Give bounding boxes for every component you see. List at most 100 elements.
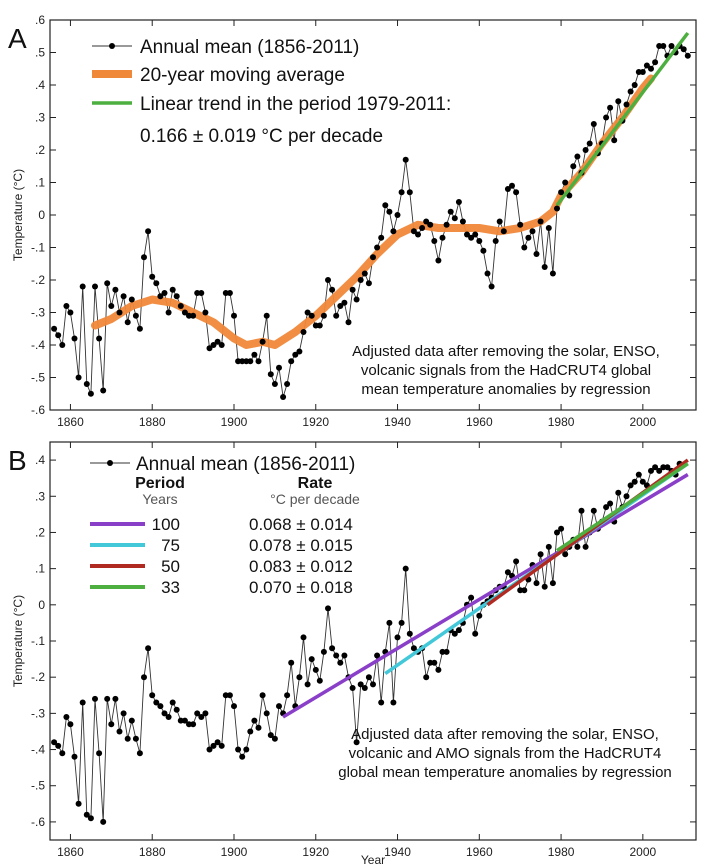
- x-tick-label: 1920: [302, 415, 329, 429]
- annual-mean-point: [660, 464, 667, 471]
- y-tick-label: .2: [35, 143, 45, 157]
- annual-mean-point: [459, 218, 466, 225]
- y-tick-label: .2: [35, 525, 45, 539]
- annual-mean-point: [427, 659, 434, 666]
- annual-mean-point: [652, 464, 659, 471]
- annual-mean-point: [157, 293, 164, 300]
- annual-mean-point: [484, 270, 491, 277]
- annual-mean-point: [79, 699, 86, 706]
- y-tick-label: -.3: [31, 706, 45, 720]
- annual-mean-point: [67, 721, 74, 728]
- annual-mean-point: [635, 471, 642, 478]
- y-tick-label: .1: [35, 562, 45, 576]
- annual-mean-point: [615, 98, 622, 105]
- annual-mean-point: [145, 645, 152, 652]
- annual-mean-point: [660, 43, 667, 49]
- annual-mean-point: [255, 358, 262, 365]
- annual-mean-point: [357, 277, 364, 283]
- annual-mean-point: [288, 659, 295, 666]
- legend-trend-rate: 0.166 ± 0.019 °C per decade: [140, 126, 383, 147]
- annual-mean-point: [284, 381, 291, 387]
- annual-mean-point: [263, 312, 270, 319]
- annual-mean-point: [623, 101, 630, 108]
- annual-mean-point: [570, 163, 577, 170]
- x-tick-label: 1880: [139, 845, 166, 859]
- annual-mean-point: [468, 594, 475, 601]
- x-tick-label: 2000: [629, 845, 656, 859]
- annual-mean-point: [488, 283, 495, 290]
- annual-mean-point: [218, 342, 225, 348]
- annual-mean-point: [513, 558, 520, 565]
- annual-mean-point: [116, 309, 123, 316]
- annual-mean-point: [136, 750, 143, 757]
- panel-letter: B: [8, 445, 27, 476]
- annual-mean-point: [333, 312, 340, 319]
- annual-mean-point: [141, 254, 147, 261]
- legend-row-rate: 0.078 ± 0.015: [249, 536, 353, 555]
- annual-mean-point: [304, 309, 311, 316]
- panel-letter: A: [8, 23, 27, 54]
- annual-mean-point: [631, 478, 638, 485]
- annual-mean-point: [668, 43, 675, 49]
- annual-mean-point: [202, 309, 209, 316]
- annual-mean-point: [370, 254, 376, 261]
- annual-mean-point: [427, 221, 434, 228]
- annual-mean-point: [365, 280, 372, 287]
- legend-trend-label: Linear trend in the period 1979-2011:: [140, 94, 451, 115]
- annual-mean-point: [545, 543, 552, 550]
- annual-mean-point: [247, 358, 254, 365]
- annual-mean-point: [96, 750, 103, 757]
- x-tick-label: 1940: [384, 415, 411, 429]
- annual-mean-point: [149, 692, 156, 699]
- annual-mean-point: [345, 319, 352, 326]
- annual-mean-point: [455, 627, 462, 634]
- annual-mean-point: [410, 228, 417, 235]
- x-tick-label: 1940: [384, 845, 411, 859]
- annual-mean-point: [353, 739, 360, 746]
- annual-mean-point: [75, 800, 82, 807]
- annual-mean-point: [390, 699, 397, 706]
- trend-line-100-years: [282, 473, 689, 719]
- annual-mean-point: [83, 811, 90, 818]
- annual-mean-point: [590, 121, 597, 127]
- annual-mean-point: [112, 286, 119, 293]
- legend-ma-label: 20-year moving average: [140, 65, 345, 86]
- annual-mean-point: [181, 309, 188, 316]
- y-tick-label: .5: [35, 46, 45, 60]
- annual-mean-point: [472, 231, 479, 238]
- annual-mean-point: [173, 293, 180, 300]
- annual-mean-point: [128, 296, 135, 303]
- annual-mean-point: [656, 43, 663, 49]
- x-tick-label: 1880: [139, 415, 166, 429]
- annual-mean-point: [549, 580, 556, 587]
- annual-mean-point: [504, 569, 511, 576]
- annual-mean-point: [537, 218, 544, 225]
- annual-mean-point: [149, 273, 156, 280]
- annual-mean-point: [214, 739, 221, 746]
- annual-mean-point: [402, 565, 409, 572]
- y-tick-label: 0: [38, 208, 45, 222]
- annual-mean-point: [574, 543, 581, 550]
- trend-line-33-years: [556, 462, 689, 553]
- x-axis-label: Year: [361, 853, 385, 865]
- annual-mean-point: [509, 182, 515, 189]
- annual-mean-point: [259, 338, 266, 345]
- annual-mean-point: [603, 114, 610, 121]
- annual-mean-point: [243, 746, 250, 753]
- annual-mean-point: [202, 710, 209, 717]
- y-tick-label: -.6: [31, 815, 45, 829]
- annual-mean-point: [320, 312, 327, 319]
- annual-mean-point: [153, 699, 160, 706]
- annual-mean-point: [325, 605, 331, 612]
- annual-mean-point: [55, 332, 62, 339]
- annual-mean-point: [468, 234, 475, 241]
- annual-mean-point: [251, 717, 258, 724]
- annual-mean-point: [198, 290, 205, 296]
- annual-mean-point: [235, 358, 242, 365]
- annual-mean-point: [648, 467, 654, 474]
- annual-mean-point: [316, 677, 323, 684]
- annual-mean-point: [337, 303, 344, 309]
- annual-mean-point: [100, 818, 107, 825]
- annual-mean-point: [627, 482, 634, 489]
- annual-mean-point: [386, 208, 393, 215]
